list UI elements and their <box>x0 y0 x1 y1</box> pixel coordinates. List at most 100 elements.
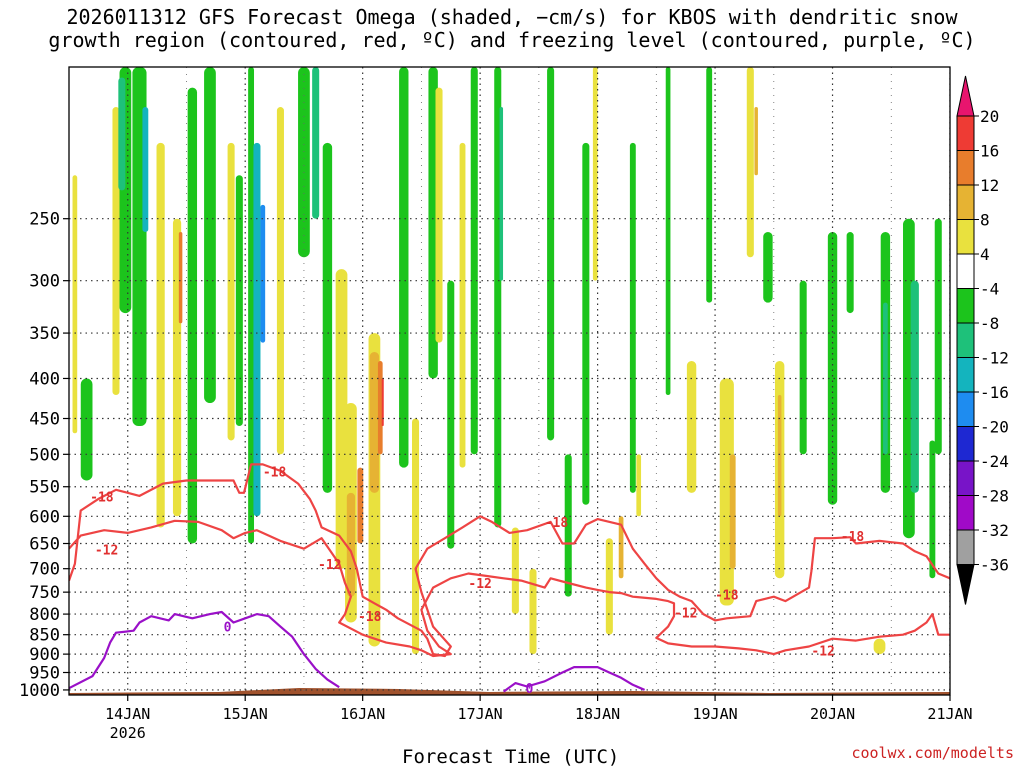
omega-cell-60 <box>827 232 838 505</box>
colorbar-label-1: 16 <box>980 142 999 161</box>
omega-cell-34 <box>447 280 455 549</box>
contour-label-10: -12 <box>811 644 834 659</box>
colorbar-label-10: -24 <box>980 452 1009 471</box>
colorbar-label-2: 12 <box>980 176 999 195</box>
y-tick-label-850: 850 <box>29 626 60 646</box>
omega-cell-41 <box>547 67 555 441</box>
omega-cell-17 <box>260 204 266 343</box>
omega-cell-63 <box>883 302 888 455</box>
omega-cell-29 <box>381 378 384 426</box>
x-tick-label-18JAN: 18JAN <box>575 705 620 723</box>
plot-frame <box>68 66 951 696</box>
colorbar-segment-1 <box>956 115 975 151</box>
x-tick-label-20JAN: 20JAN <box>810 705 855 723</box>
colorbar-label-4: 4 <box>980 245 990 264</box>
y-tick-label-500: 500 <box>29 445 60 465</box>
omega-cell-59 <box>799 280 807 455</box>
colorbar-segment-7 <box>956 322 975 358</box>
contour-label-1: -18 <box>263 466 287 481</box>
colorbar-segment-8 <box>956 357 975 393</box>
omega-cell-56 <box>763 232 773 303</box>
omega-cell-7 <box>156 142 165 528</box>
omega-cell-6 <box>142 107 149 233</box>
omega-cell-39 <box>511 527 519 615</box>
plot-area: -18 -18 -18 -18 -18 -18 -12 -12 -12 -12 -12 0 0 <box>69 67 950 697</box>
x-tick-label-14JAN: 14JAN <box>105 705 150 723</box>
y-tick-label-450: 450 <box>29 410 60 430</box>
omega-cell-42 <box>564 454 572 597</box>
colorbar-segment-9 <box>956 391 975 427</box>
colorbar-label-13: -36 <box>980 556 1009 575</box>
colorbar-segment-6 <box>956 288 975 324</box>
omega-cell-53 <box>729 454 736 569</box>
omega-cell-43 <box>582 142 590 505</box>
omega-cell-30 <box>399 67 409 468</box>
omega-cell-14 <box>248 67 255 544</box>
x-tick-label-15JAN: 15JAN <box>223 705 268 723</box>
omega-cell-61 <box>846 232 854 314</box>
omega-cell-19 <box>298 67 310 258</box>
y-tick-label-800: 800 <box>29 605 60 625</box>
contour-label-2: -18 <box>358 610 382 625</box>
contour-freezing-level-1 <box>69 610 340 690</box>
omega-cell-11 <box>204 67 216 404</box>
colorbar-segment-2 <box>956 150 975 186</box>
omega-cell-22 <box>335 269 348 569</box>
omega-cell-44 <box>592 67 598 281</box>
x-tick-label-16JAN: 16JAN <box>340 705 385 723</box>
colorbar-label-6: -8 <box>980 314 999 333</box>
y-tick-label-550: 550 <box>29 478 60 498</box>
y-tick-label-250: 250 <box>29 210 60 230</box>
omega-cell-0 <box>72 175 78 434</box>
colorbar-label-9: -20 <box>980 418 1009 437</box>
contour-dgz-top <box>69 463 950 658</box>
y-tick-label-600: 600 <box>29 507 60 527</box>
omega-cell-28 <box>377 361 383 455</box>
chart-title-line-1: 2026011312 GFS Forecast Omega (shaded, −… <box>66 5 958 29</box>
colorbar-label-5: -4 <box>980 280 999 299</box>
omega-cell-21 <box>322 142 333 493</box>
y-tick-label-750: 750 <box>29 583 60 603</box>
y-tick-label-400: 400 <box>29 369 60 389</box>
y-tick-label-650: 650 <box>29 535 60 555</box>
colorbar-label-8: -16 <box>980 383 1009 402</box>
omega-cell-35 <box>459 142 466 468</box>
omega-cell-15 <box>253 142 261 517</box>
omega-cell-31 <box>412 418 420 655</box>
omega-cell-4 <box>118 77 126 191</box>
contour-label-4: -18 <box>715 588 739 603</box>
contour-label-8: -12 <box>468 577 491 592</box>
y-tick-label-350: 350 <box>29 324 60 344</box>
contour-label-3: -18 <box>545 516 569 531</box>
y-tick-label-300: 300 <box>29 272 60 292</box>
omega-cell-66 <box>929 440 936 579</box>
colorbar: 20 16 12 8 4 -4 -8 -12 -16 -20 -24 -28 -32 -36 <box>956 75 1009 605</box>
contour-label-9: -12 <box>674 606 697 621</box>
contour-label-7: -12 <box>318 558 341 573</box>
omega-cell-25 <box>357 467 364 544</box>
y-tick-label-1000: 1000 <box>19 681 60 701</box>
colorbar-segment-3 <box>956 184 975 220</box>
x-tick-sublabel-year: 2026 <box>110 724 146 742</box>
colorbar-segment-10 <box>956 426 975 462</box>
omega-cell-18 <box>276 107 284 455</box>
terrain-surface <box>69 687 950 695</box>
chart-title-line-2: growth region (contoured, red, ºC) and f… <box>48 28 976 52</box>
colorbar-label-0: 20 <box>980 107 999 126</box>
omega-cell-27 <box>369 351 380 493</box>
x-tick-label-17JAN: 17JAN <box>458 705 503 723</box>
contour-label-12: 0 <box>526 682 534 697</box>
x-tick-label-21JAN: 21JAN <box>927 705 972 723</box>
omega-cell-13 <box>235 175 243 426</box>
source-credit[interactable]: coolwx.com/modelts <box>851 744 1014 762</box>
colorbar-label-12: -32 <box>980 521 1009 540</box>
omega-cell-45 <box>605 538 613 635</box>
y-tick-label-950: 950 <box>29 664 60 684</box>
omega-cell-2 <box>112 107 120 396</box>
contour-dgz-bottom <box>69 519 950 658</box>
colorbar-top-arrow <box>956 75 975 117</box>
omega-cell-50 <box>686 361 697 493</box>
colorbar-label-7: -12 <box>980 349 1009 368</box>
omega-cell-68 <box>873 638 886 655</box>
